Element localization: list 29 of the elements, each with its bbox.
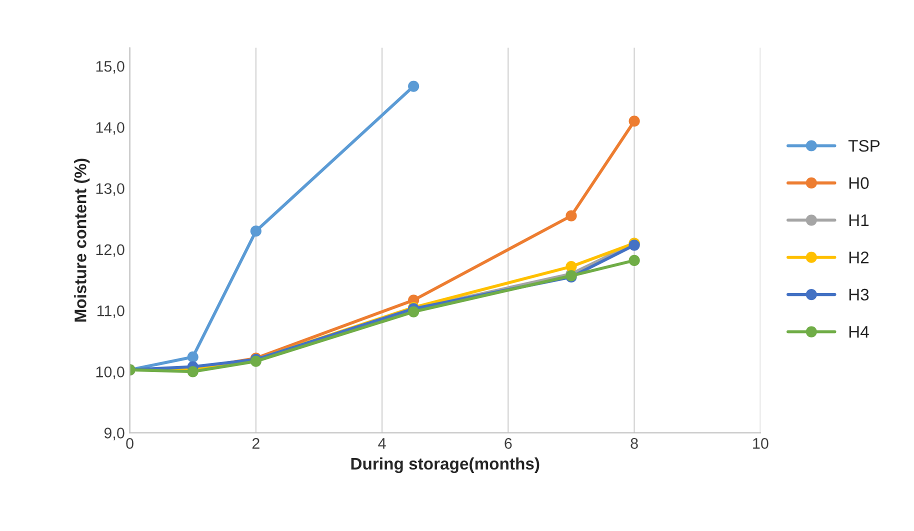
point [408,80,420,92]
y-tick-label: 9,0 [104,428,124,440]
x-tick-label: 4 [378,438,386,449]
point [566,210,577,222]
point [408,306,420,318]
x-tick-label: 2 [252,438,260,449]
legend-label: TSP [848,140,880,152]
x-tick-label: 8 [630,438,638,449]
y-tick-label: 11,0 [97,305,124,318]
legend-label: H1 [849,214,869,226]
y-axis-title: Moisture content (%) [74,158,90,322]
point [566,261,577,272]
x-tick-label: 10 [753,438,768,449]
y-tick-label: 14,0 [96,122,124,135]
x-tick-label: 6 [504,438,512,449]
legend-label: H3 [849,288,869,301]
y-tick-label: 10,0 [96,366,124,380]
point [250,226,262,237]
legend-label: H0 [849,177,869,189]
legend-label: H4 [849,326,869,338]
x-axis-title: During storage(months) [351,457,540,474]
legend-label: H2 [849,252,869,264]
point [628,254,640,266]
x-tick-label: 0 [126,438,134,449]
y-tick-label: 15,0 [96,60,124,74]
y-tick-label: 12,0 [96,244,124,257]
point [187,351,198,363]
y-tick-label: 13,0 [96,183,124,196]
point [628,116,640,127]
